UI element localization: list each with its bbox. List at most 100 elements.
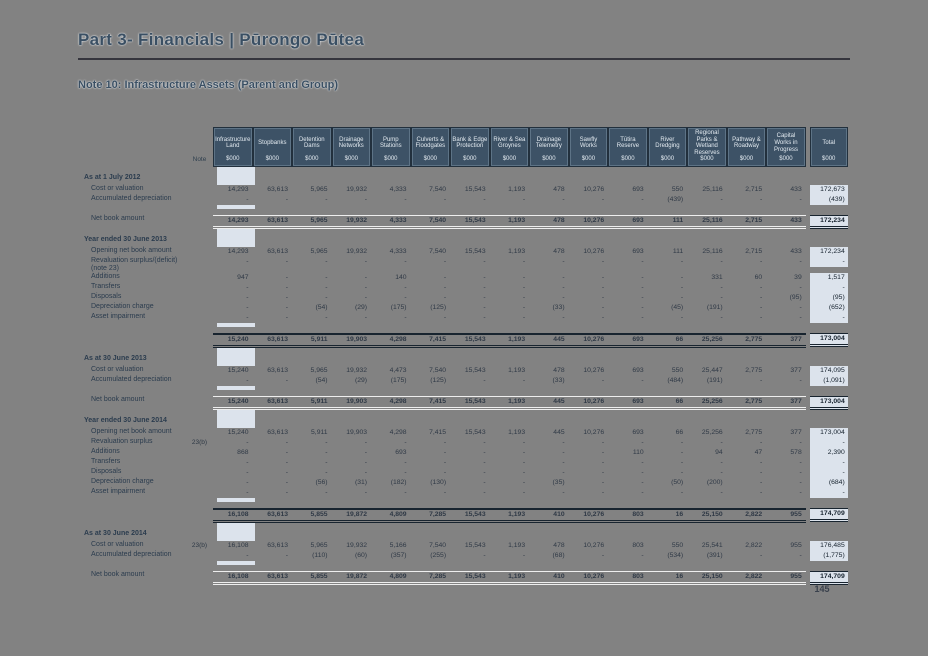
data-cell: 25,256 — [701, 336, 723, 343]
data-cell: - — [325, 314, 328, 321]
data-cell: (182) — [390, 479, 407, 486]
data-cell: 10,276 — [583, 511, 605, 518]
data-cell: 19,903 — [346, 429, 368, 436]
total-cell: 172,234 — [809, 215, 848, 229]
row-label: Year ended 30 June 2014 — [84, 417, 167, 424]
data-cell: 445 — [553, 336, 565, 343]
data-cell: - — [325, 294, 328, 301]
row-cells: 15,240 63,613 5,911 19,903 4,298 7,415 15,543 1… — [213, 333, 806, 348]
data-cell: - — [364, 449, 368, 456]
total-cell: (439) — [809, 195, 848, 205]
column-header: River & Sea Groynes $000 — [489, 127, 530, 167]
data-cell: (33) — [552, 304, 565, 311]
data-cell: - — [246, 196, 249, 203]
row-label: Opening net book amount — [91, 428, 172, 435]
data-cell: 550 — [671, 542, 684, 549]
section-header-row: Year ended 30 June 2013 — [78, 229, 850, 247]
table-row: 16,108 63,613 5,855 19,872 4,809 7,285 15,543 1… — [78, 508, 850, 523]
data-cell: - — [483, 479, 486, 486]
data-cell: - — [285, 274, 289, 281]
data-cell: 10,276 — [583, 398, 605, 405]
data-cell: - — [522, 489, 526, 496]
row-cells: 16,108 63,613 5,965 19,932 5,166 7,540 15,543 1… — [213, 541, 806, 551]
data-cell: - — [404, 284, 407, 291]
table-row: Net book amount 14,293 63,613 5,965 19,932 4,… — [78, 215, 850, 229]
data-cell: - — [246, 377, 249, 384]
data-cell: - — [404, 459, 407, 466]
data-cell: 19,872 — [346, 573, 368, 580]
data-cell: - — [443, 489, 447, 496]
data-cell: 433 — [790, 217, 802, 224]
data-cell: 5,911 — [311, 429, 328, 436]
data-cell: - — [483, 314, 486, 321]
data-cell: - — [799, 314, 802, 321]
data-cell: - — [759, 284, 763, 291]
data-cell: 10,276 — [583, 186, 605, 193]
data-cell: - — [641, 439, 644, 446]
data-cell: - — [799, 377, 802, 384]
total-cell: 172,673 — [809, 185, 848, 195]
data-cell: 15,543 — [464, 542, 486, 549]
data-cell: - — [364, 459, 368, 466]
data-cell: (35) — [552, 479, 565, 486]
row-label: As at 1 July 2012 — [84, 174, 141, 181]
data-cell: - — [720, 439, 723, 446]
column-header-label: Culverts & Floodgates — [415, 136, 446, 150]
data-cell: (125) — [430, 377, 447, 384]
data-cell: - — [483, 377, 486, 384]
data-cell: - — [562, 274, 565, 281]
data-cell: 25,150 — [701, 573, 723, 580]
data-cell: - — [562, 314, 565, 321]
data-cell: - — [325, 459, 328, 466]
data-cell: (439) — [667, 196, 684, 203]
data-cell: 140 — [395, 274, 407, 281]
row-label: Accumulated depreciation — [91, 551, 172, 558]
data-cell: (33) — [552, 377, 565, 384]
data-cell: - — [601, 439, 605, 446]
data-cell: - — [483, 196, 486, 203]
data-cell: - — [601, 196, 605, 203]
data-cell: - — [720, 469, 723, 476]
data-cell: - — [404, 196, 407, 203]
column-header-unit: $000 — [660, 156, 675, 163]
data-cell: - — [799, 489, 802, 496]
row-label: Transfers — [91, 458, 121, 465]
data-cell: (95) — [789, 294, 802, 301]
data-cell: 111 — [672, 248, 684, 255]
table-row: Opening net book amount 15,240 63,613 5,911… — [78, 428, 850, 438]
total-cell: 174,709 — [809, 508, 848, 522]
data-cell: 5,965 — [310, 248, 328, 255]
total-cell: 173,004 — [809, 396, 848, 410]
data-cell: - — [522, 377, 526, 384]
data-cell: - — [483, 258, 486, 265]
data-cell: - — [799, 304, 802, 311]
column-header-label: Capital Works in Progress — [773, 133, 798, 153]
data-cell: 10,276 — [583, 217, 605, 224]
column-header: Tūtira Reserve $000 — [608, 127, 648, 167]
data-cell: - — [562, 196, 565, 203]
total-cell: 174,709 — [809, 571, 848, 585]
data-cell: 16,108 — [227, 573, 249, 580]
total-cell — [217, 323, 255, 327]
row-cells: --------------- — [213, 283, 806, 293]
column-header: Detention Dams $000 — [292, 127, 332, 167]
data-cell: 25,447 — [701, 367, 723, 374]
data-cell: 377 — [790, 398, 802, 405]
data-cell: - — [759, 489, 763, 496]
data-cell: 693 — [632, 248, 644, 255]
data-cell: - — [601, 449, 605, 456]
data-cell: 15,543 — [464, 248, 486, 255]
data-cell: - — [759, 294, 763, 301]
data-cell: - — [285, 439, 289, 446]
row-label: Net book amount — [91, 396, 145, 403]
data-cell: - — [641, 459, 644, 466]
row-cells: --------------- — [213, 438, 806, 448]
data-cell: 955 — [790, 542, 802, 549]
data-cell: - — [285, 294, 289, 301]
spacer-row — [78, 561, 850, 571]
data-cell: (191) — [706, 304, 723, 311]
data-cell: - — [483, 284, 486, 291]
data-cell: - — [601, 479, 605, 486]
column-header-label: River & Sea Groynes — [493, 136, 526, 150]
data-cell: 15,240 — [227, 336, 249, 343]
